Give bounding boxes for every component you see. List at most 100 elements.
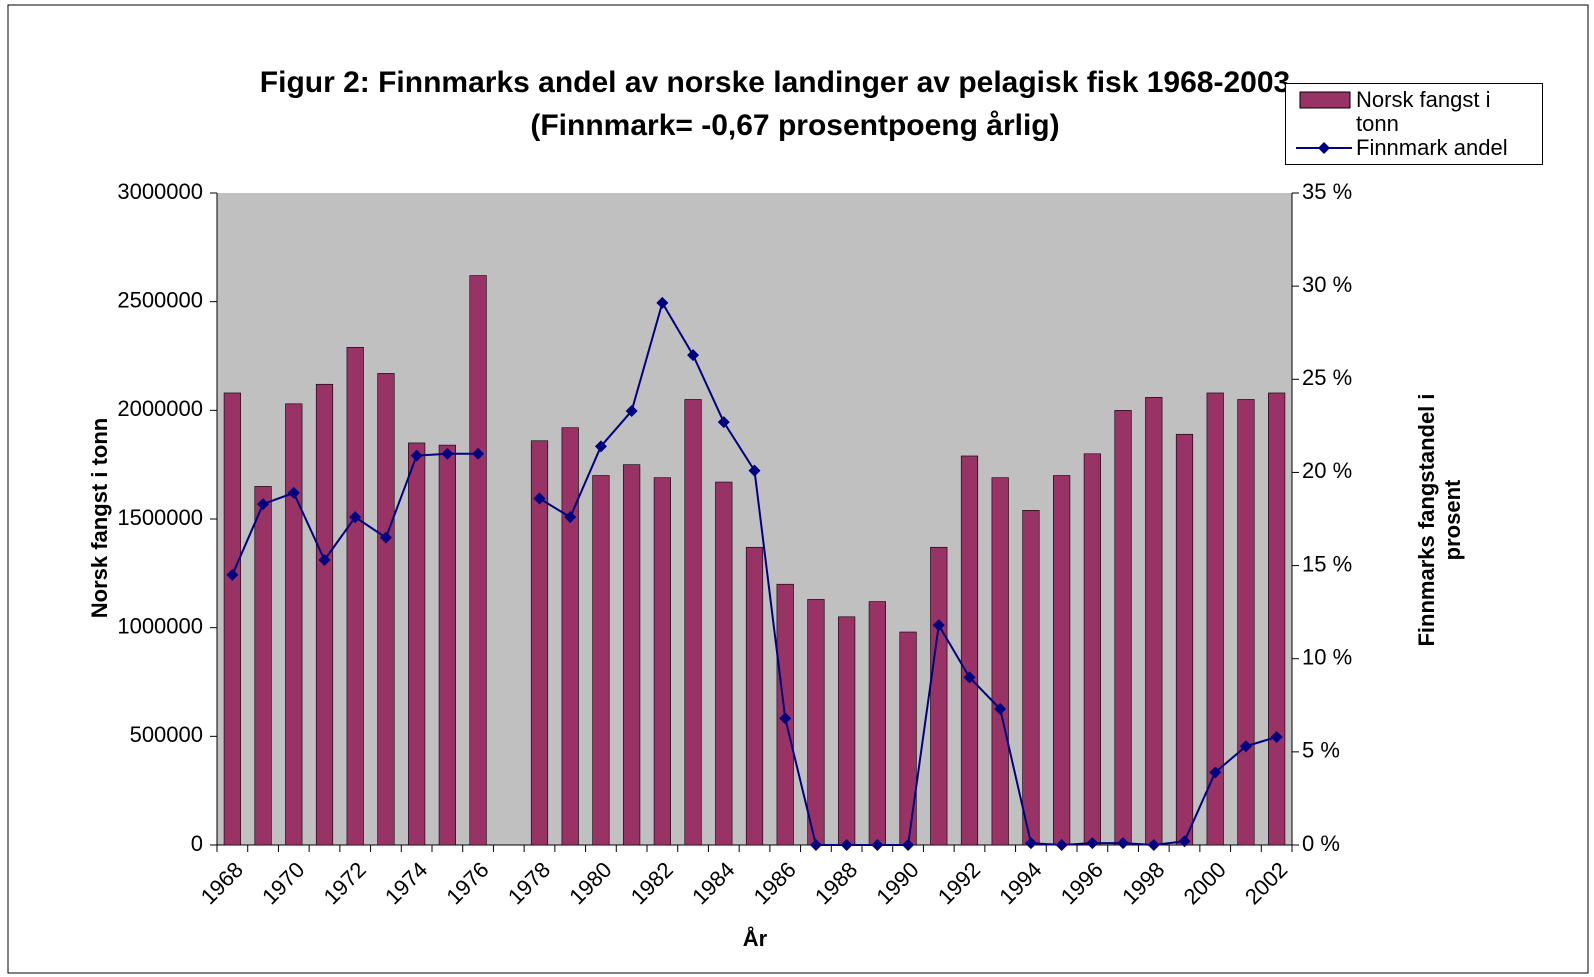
marker <box>779 712 792 725</box>
bar <box>223 392 241 846</box>
bar <box>469 275 487 846</box>
bar <box>991 477 1009 846</box>
legend: Norsk fangst i tonn Finnmark andel <box>1285 83 1543 165</box>
marker <box>441 447 454 460</box>
bar <box>254 486 272 846</box>
legend-item: Finnmark andel <box>1292 136 1536 160</box>
bar <box>1083 453 1101 846</box>
marker <box>226 568 239 581</box>
bar <box>930 546 948 846</box>
legend-key <box>1299 91 1351 109</box>
x-tick-label: 1992 <box>933 857 985 909</box>
y2-tick-label: 35 % <box>1302 179 1352 204</box>
y2-axis-label: Finnmarks fangstandel i prosent <box>1414 393 1465 647</box>
y-tick-label: 500000 <box>130 722 203 747</box>
marker <box>656 296 669 309</box>
x-tick-label: 2000 <box>1179 857 1231 909</box>
x-tick-label: 1988 <box>810 857 862 909</box>
marker <box>1024 837 1037 850</box>
bar <box>715 481 733 846</box>
marker <box>379 531 392 544</box>
y2-tick-label: 25 % <box>1302 365 1352 390</box>
bar <box>838 616 856 846</box>
x-tick-label: 1982 <box>626 857 678 909</box>
bar <box>807 599 825 846</box>
marker <box>1209 766 1222 779</box>
marker <box>1147 839 1160 851</box>
x-tick-label: 1986 <box>749 857 801 909</box>
x-tick-label: 1998 <box>1117 857 1169 909</box>
bar <box>1268 392 1286 846</box>
marker <box>318 553 331 566</box>
bar <box>285 403 303 846</box>
marker <box>963 671 976 684</box>
bar <box>408 442 426 846</box>
bar <box>346 347 364 846</box>
x-tick-label: 1994 <box>994 857 1046 909</box>
bar <box>377 373 395 846</box>
marker <box>594 440 607 453</box>
bar <box>438 444 456 846</box>
marker <box>809 839 822 851</box>
bar <box>653 477 671 846</box>
x-tick-label: 2002 <box>1240 857 1292 909</box>
marker <box>1239 740 1252 753</box>
marker <box>871 839 884 851</box>
marker <box>1086 837 1099 850</box>
bar <box>1237 399 1255 846</box>
marker <box>472 447 485 460</box>
marker <box>257 498 270 511</box>
y-tick-label: 1000000 <box>117 613 203 638</box>
x-tick-label: 1968 <box>196 857 248 909</box>
bar <box>315 383 334 846</box>
x-tick-label: 1976 <box>441 857 493 909</box>
y2-tick-label: 5 % <box>1302 738 1340 763</box>
bar <box>684 399 702 846</box>
y2-tick-label: 10 % <box>1302 645 1352 670</box>
legend-item: Norsk fangst i tonn <box>1292 88 1536 136</box>
x-tick-label: 1980 <box>564 857 616 909</box>
bar <box>1145 396 1163 846</box>
legend-key <box>1296 142 1352 154</box>
chart-title: Figur 2: Finnmarks andel av norske landi… <box>260 66 1290 99</box>
bar <box>623 464 641 846</box>
y-tick-label: 1500000 <box>117 505 203 530</box>
bar <box>960 455 979 846</box>
marker <box>932 619 945 632</box>
chart-subtitle: (Finnmark= -0,67 prosentpoeng årlig) <box>530 109 1059 142</box>
x-tick-label: 1984 <box>687 857 739 909</box>
bar <box>868 601 886 846</box>
marker <box>687 349 700 362</box>
marker <box>748 464 761 477</box>
y2-tick-label: 15 % <box>1302 551 1352 576</box>
bar <box>1114 410 1132 846</box>
bar <box>592 475 610 846</box>
marker <box>840 839 853 851</box>
bar <box>745 546 764 846</box>
y-tick-label: 2000000 <box>117 396 203 421</box>
y2-tick-label: 30 % <box>1302 272 1352 297</box>
marker <box>287 486 300 499</box>
legend-swatch <box>1299 91 1351 109</box>
y-tick-label: 0 <box>191 831 203 856</box>
x-tick-label: 1970 <box>257 857 309 909</box>
bar <box>1053 475 1071 846</box>
marker <box>564 511 577 524</box>
bar <box>561 427 579 846</box>
bar <box>1206 392 1224 846</box>
marker <box>902 839 915 851</box>
marker <box>1178 835 1191 848</box>
x-axis-label: År <box>743 925 768 951</box>
x-tick-label: 1972 <box>319 857 371 909</box>
y-tick-label: 2500000 <box>117 287 203 312</box>
x-tick-label: 1974 <box>380 857 432 909</box>
marker <box>717 416 730 429</box>
marker <box>1270 730 1283 743</box>
x-tick-label: 1996 <box>1056 857 1108 909</box>
legend-label: Norsk fangst i tonn <box>1356 87 1491 136</box>
marker <box>1055 839 1068 851</box>
y-tick-label: 3000000 <box>117 179 203 204</box>
y2-tick-label: 0 % <box>1302 831 1340 856</box>
